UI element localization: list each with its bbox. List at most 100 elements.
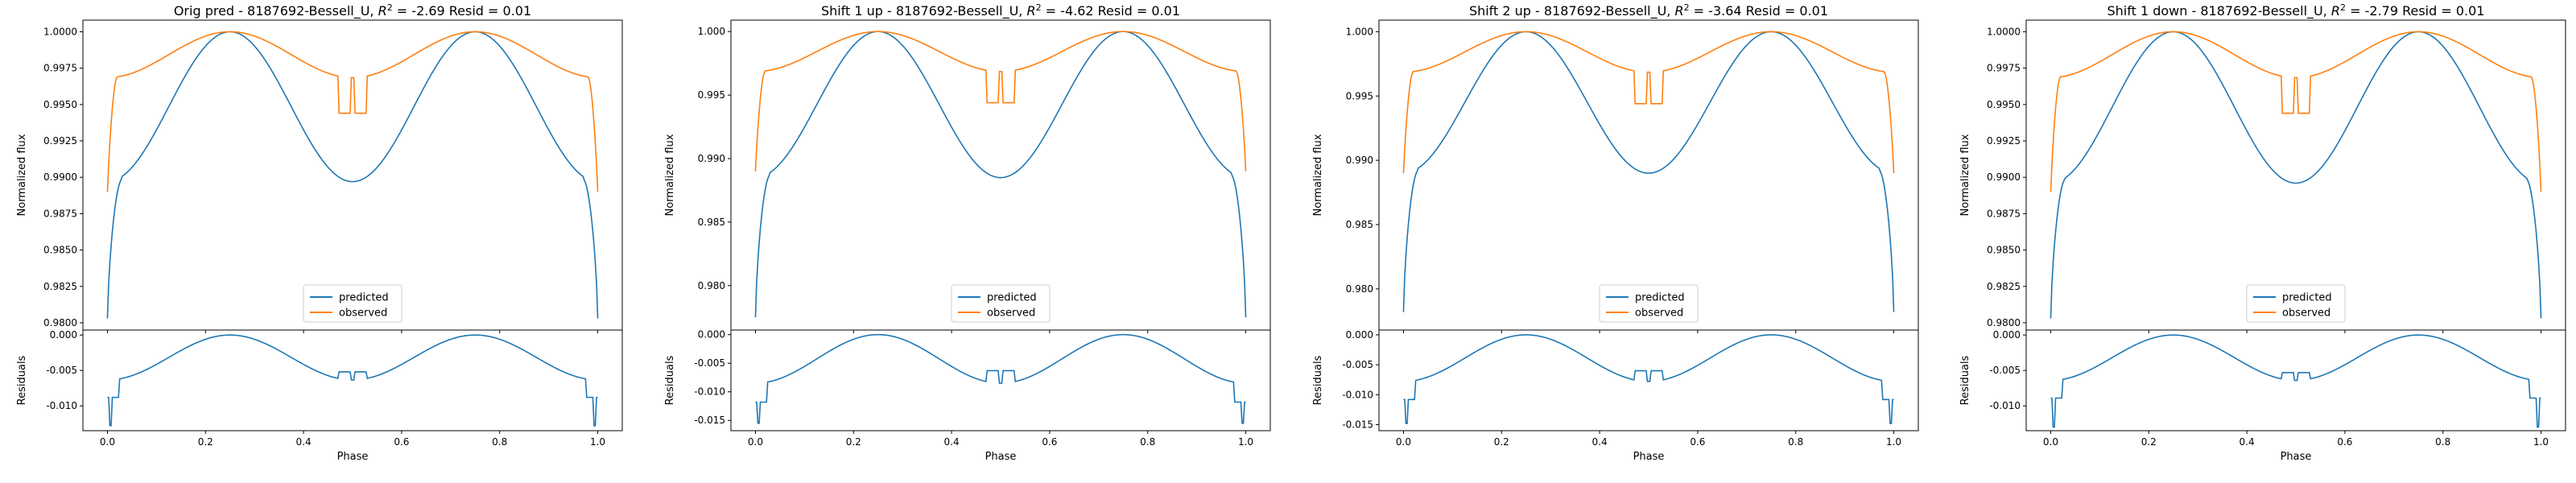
residual-axis-label: Residuals — [1312, 355, 1324, 405]
y-tick-label: 0.985 — [698, 217, 725, 228]
resid-tick-label: 0.000 — [50, 329, 77, 341]
series-predicted-line — [106, 31, 599, 319]
y-tick-label: 0.990 — [698, 153, 725, 164]
y-tick-label: 0.9900 — [43, 171, 77, 183]
series-predicted-line — [754, 31, 1247, 318]
y-axis-label: Normalized flux — [1312, 134, 1324, 216]
y-tick-label: 0.985 — [1346, 219, 1373, 230]
resid-tick-label: -0.010 — [1989, 400, 2021, 411]
y-tick-label: 0.9875 — [43, 208, 77, 219]
legend-label-observed: observed — [1635, 308, 1683, 320]
resid-tick-label: -0.010 — [1342, 389, 1373, 400]
x-tick-label: 0.2 — [2141, 436, 2157, 448]
resid-tick-label: -0.005 — [694, 357, 725, 369]
main-axes — [2025, 19, 2566, 331]
x-tick-label: 0.8 — [1788, 436, 1803, 448]
residual-axis-label: Residuals — [16, 355, 28, 405]
y-tick-label: 0.980 — [698, 280, 725, 291]
series-observed-line — [754, 31, 1247, 171]
residual-line — [2050, 334, 2541, 428]
x-tick-label: 1.0 — [1238, 436, 1253, 448]
y-tick-label: 1.000 — [698, 26, 725, 37]
x-tick-label: 1.0 — [590, 436, 605, 448]
residual-line — [1403, 334, 1894, 424]
x-tick-label: 0.6 — [1690, 436, 1705, 448]
series-observed-line — [1402, 31, 1895, 174]
series-observed-line — [2050, 31, 2542, 192]
residual-axes — [82, 329, 623, 431]
x-tick-label: 0.0 — [2043, 436, 2058, 448]
y-tick-label: 0.9800 — [43, 317, 77, 328]
resid-tick-label: -0.010 — [46, 400, 77, 411]
resid-tick-label: -0.015 — [1342, 419, 1373, 431]
y-tick-label: 0.9900 — [1987, 171, 2021, 183]
y-tick-label: 0.9925 — [1987, 135, 2021, 147]
y-tick-label: 1.000 — [1346, 26, 1373, 37]
x-tick-label: 1.0 — [1886, 436, 1901, 448]
residual-axes — [2025, 329, 2566, 431]
chart-title: Shift 2 up - 8187692-Bessell_U, R2 = -3.… — [1469, 2, 1828, 20]
y-tick-label: 1.0000 — [43, 26, 77, 37]
x-tick-label: 0.2 — [846, 436, 861, 448]
resid-tick-label: -0.005 — [1989, 365, 2021, 376]
legend-label-predicted: predicted — [2282, 292, 2332, 304]
y-tick-label: 0.9875 — [1987, 208, 2021, 219]
panel-1: Orig pred - 8187692-Bessell_U, R2 = -2.6… — [16, 2, 623, 463]
y-tick-label: 0.995 — [698, 89, 725, 101]
x-tick-label: 0.8 — [2435, 436, 2450, 448]
residual-axes — [730, 329, 1271, 431]
y-tick-label: 0.980 — [1346, 283, 1373, 295]
x-tick-label: 0.4 — [1592, 436, 1608, 448]
y-tick-label: 0.9800 — [1987, 317, 2021, 328]
x-axis-label: Phase — [985, 451, 1017, 463]
y-tick-label: 0.9850 — [43, 245, 77, 256]
x-tick-label: 0.0 — [1396, 436, 1411, 448]
x-tick-label: 1.0 — [2533, 436, 2549, 448]
x-axis-label: Phase — [2281, 451, 2312, 463]
legend-label-predicted: predicted — [1635, 292, 1685, 304]
main-axes — [730, 19, 1271, 331]
x-axis-label: Phase — [337, 451, 369, 463]
x-tick-label: 0.4 — [296, 436, 312, 448]
y-tick-label: 0.9925 — [43, 135, 77, 147]
y-axis-label: Normalized flux — [1959, 134, 1971, 216]
x-tick-label: 0.6 — [1042, 436, 1057, 448]
legend-label-observed: observed — [339, 308, 387, 320]
chart-title: Orig pred - 8187692-Bessell_U, R2 = -2.6… — [174, 2, 531, 20]
resid-tick-label: 0.000 — [698, 329, 725, 341]
chart-title: Shift 1 down - 8187692-Bessell_U, R2 = -… — [2107, 2, 2485, 20]
legend-label-predicted: predicted — [339, 292, 389, 304]
resid-tick-label: 0.000 — [1346, 329, 1373, 341]
resid-tick-label: -0.010 — [694, 386, 725, 398]
series-predicted-line — [1402, 31, 1895, 312]
x-tick-label: 0.2 — [198, 436, 213, 448]
x-tick-label: 0.8 — [492, 436, 507, 448]
residual-line — [755, 333, 1246, 424]
x-tick-label: 0.4 — [944, 436, 960, 448]
main-axes — [82, 19, 623, 331]
y-tick-label: 0.9850 — [1987, 245, 2021, 256]
y-tick-label: 0.9975 — [43, 63, 77, 74]
x-tick-label: 0.0 — [100, 436, 115, 448]
legend-label-observed: observed — [987, 308, 1035, 320]
main-axes — [1378, 19, 1919, 331]
panel-2: Shift 1 up - 8187692-Bessell_U, R2 = -4.… — [664, 2, 1271, 463]
series-predicted-line — [2050, 31, 2542, 319]
resid-tick-label: 0.000 — [1993, 329, 2021, 341]
panel-3: Shift 2 up - 8187692-Bessell_U, R2 = -3.… — [1312, 2, 1919, 463]
y-axis-label: Normalized flux — [664, 134, 676, 216]
x-axis-label: Phase — [1633, 451, 1665, 463]
y-tick-label: 0.9825 — [43, 281, 77, 292]
y-tick-label: 0.990 — [1346, 155, 1373, 166]
residual-axes — [1378, 329, 1919, 431]
legend-label-predicted: predicted — [987, 292, 1037, 304]
chart-title: Shift 1 up - 8187692-Bessell_U, R2 = -4.… — [821, 2, 1180, 20]
resid-tick-label: -0.005 — [1342, 359, 1373, 370]
x-tick-label: 0.0 — [748, 436, 763, 448]
y-tick-label: 0.9975 — [1987, 63, 2021, 74]
series-observed-line — [106, 31, 599, 192]
y-axis-label: Normalized flux — [16, 134, 28, 216]
x-tick-label: 0.6 — [2337, 436, 2352, 448]
y-tick-label: 0.9825 — [1987, 281, 2021, 292]
